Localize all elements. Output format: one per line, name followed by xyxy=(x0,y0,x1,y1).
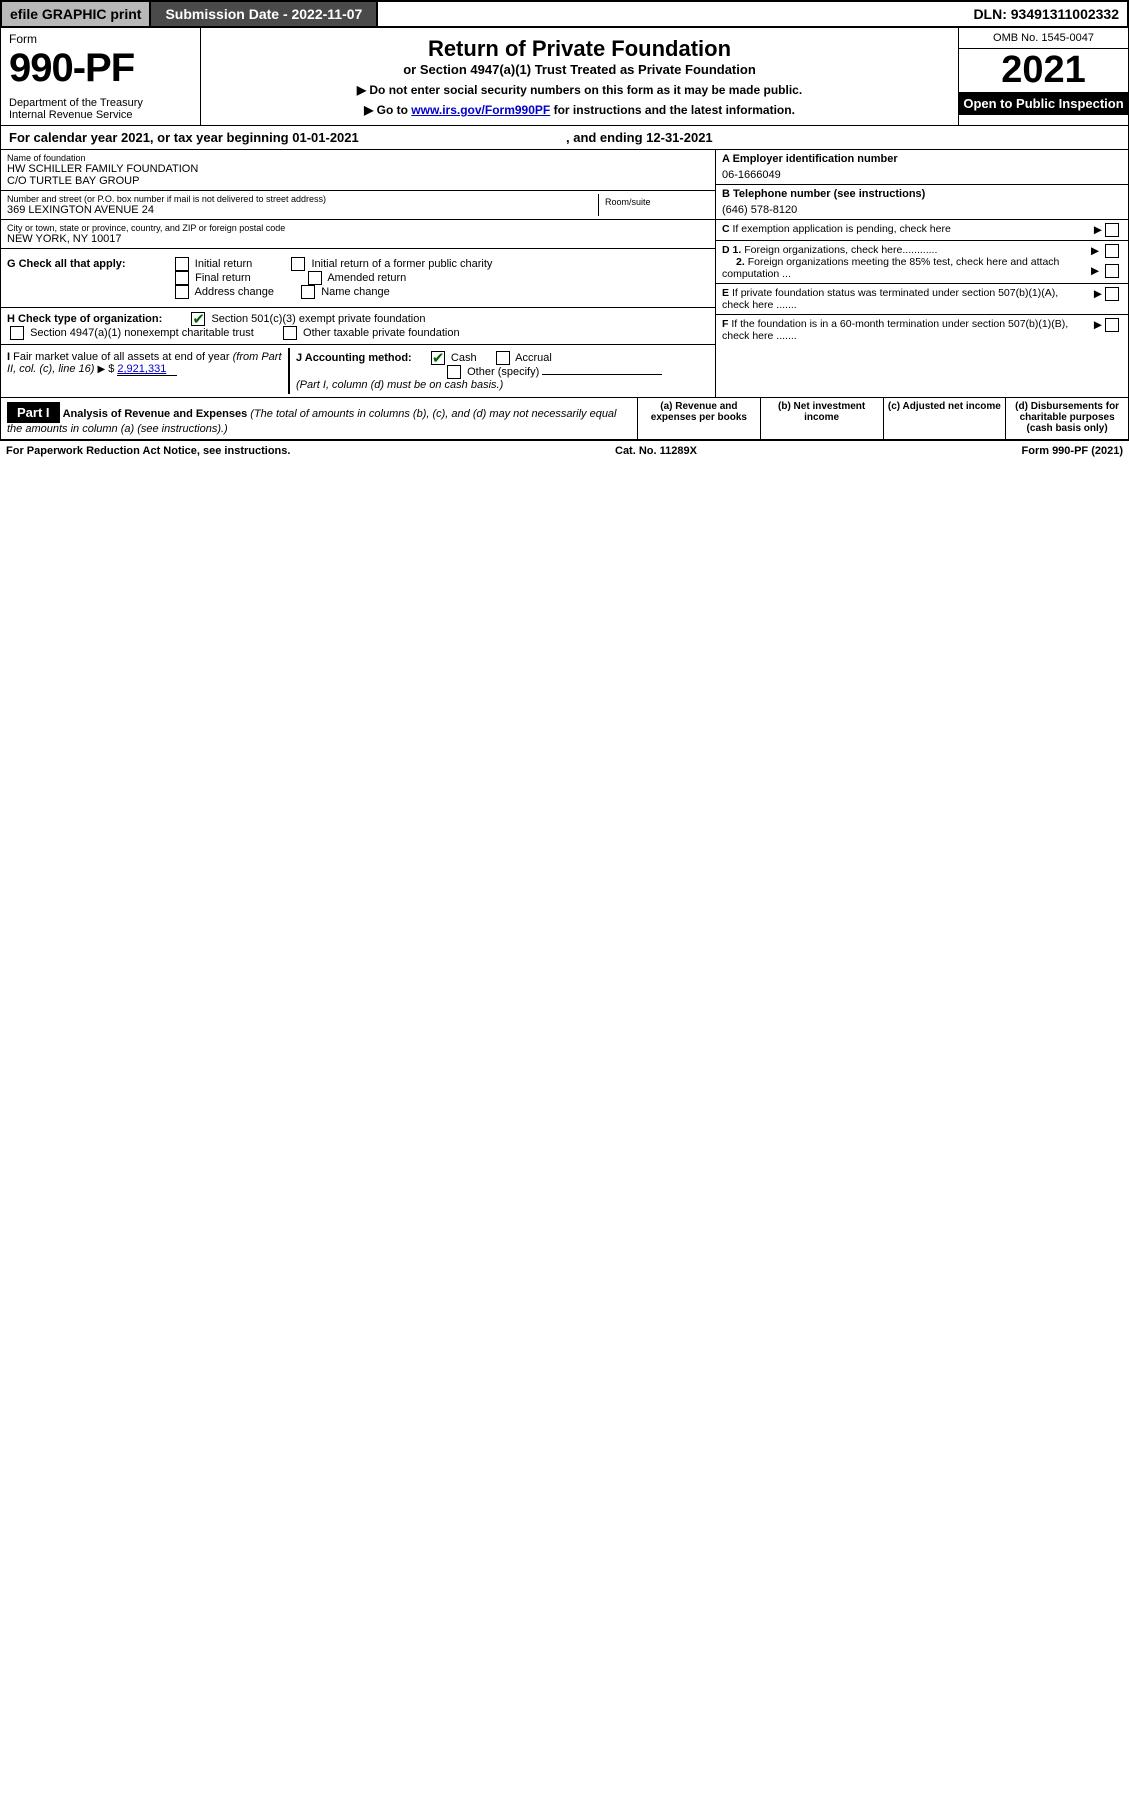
g-opt-5: Name change xyxy=(321,286,390,298)
efile-print-button[interactable]: efile GRAPHIC print xyxy=(2,2,151,26)
initial-return-checkbox[interactable] xyxy=(175,257,189,271)
j-accrual: Accrual xyxy=(515,352,552,364)
dept-treasury: Department of the Treasury Internal Reve… xyxy=(9,97,192,121)
part1-title: Analysis of Revenue and Expenses xyxy=(63,408,248,420)
f-checkbox[interactable] xyxy=(1105,318,1119,332)
col-c-header: (c) Adjusted net income xyxy=(883,398,1006,439)
name-change-checkbox[interactable] xyxy=(301,285,315,299)
a-label: A Employer identification number xyxy=(722,153,898,165)
cash-checkbox[interactable] xyxy=(431,351,445,365)
cal-end: 12-31-2021 xyxy=(646,130,713,145)
tax-year: 2021 xyxy=(959,49,1128,92)
g-label: G Check all that apply: xyxy=(7,258,126,270)
cal-begin: 01-01-2021 xyxy=(292,130,359,145)
footer-right: Form 990-PF (2021) xyxy=(1022,445,1124,457)
addr-label: Number and street (or P.O. box number if… xyxy=(7,194,598,204)
j-other: Other (specify) xyxy=(467,366,539,378)
page-footer: For Paperwork Reduction Act Notice, see … xyxy=(0,440,1129,461)
form-title-block: Form 990-PF Department of the Treasury I… xyxy=(0,28,1129,126)
col-d-header: (d) Disbursements for charitable purpose… xyxy=(1005,398,1128,439)
accrual-checkbox[interactable] xyxy=(496,351,510,365)
j-label: J Accounting method: xyxy=(296,352,412,364)
other-method-checkbox[interactable] xyxy=(447,365,461,379)
part1-header-row: Part I Analysis of Revenue and Expenses … xyxy=(0,398,1129,440)
ein-value: 06-1666049 xyxy=(722,165,1122,181)
h-opt-1: Section 501(c)(3) exempt private foundat… xyxy=(211,313,425,325)
j-cash: Cash xyxy=(451,352,477,364)
f-label: If the foundation is in a 60-month termi… xyxy=(722,318,1068,342)
header-bar: efile GRAPHIC print Submission Date - 20… xyxy=(0,0,1129,28)
g-opt-1: Initial return of a former public charit… xyxy=(311,258,492,270)
form-title: Return of Private Foundation xyxy=(209,36,950,62)
h-opt-2: Section 4947(a)(1) nonexempt charitable … xyxy=(30,327,254,339)
amended-return-checkbox[interactable] xyxy=(308,271,322,285)
calendar-year-line: For calendar year 2021, or tax year begi… xyxy=(0,126,1129,150)
footer-center: Cat. No. 11289X xyxy=(615,445,697,457)
form-number: 990-PF xyxy=(9,46,192,91)
g-opt-4: Address change xyxy=(195,286,275,298)
part1-label: Part I xyxy=(7,402,60,423)
c-label: If exemption application is pending, che… xyxy=(733,223,951,235)
open-to-public: Open to Public Inspection xyxy=(959,92,1128,115)
info-grid: Name of foundation HW SCHILLER FAMILY FO… xyxy=(0,150,1129,398)
footer-left: For Paperwork Reduction Act Notice, see … xyxy=(6,445,290,457)
form-word: Form xyxy=(9,32,192,46)
city-state-zip: NEW YORK, NY 10017 xyxy=(7,233,709,245)
form990pf-link[interactable]: www.irs.gov/Form990PF xyxy=(411,103,550,117)
submission-date: Submission Date - 2022-11-07 xyxy=(151,2,378,26)
name-label: Name of foundation xyxy=(7,153,709,163)
col-b-header: (b) Net investment income xyxy=(760,398,883,439)
form-note-1: ▶ Do not enter social security numbers o… xyxy=(209,83,950,97)
street-address: 369 LEXINGTON AVENUE 24 xyxy=(7,204,598,216)
d2-label: Foreign organizations meeting the 85% te… xyxy=(722,256,1059,280)
d2-checkbox[interactable] xyxy=(1105,264,1119,278)
initial-former-checkbox[interactable] xyxy=(291,257,305,271)
form-note-2: ▶ Go to www.irs.gov/Form990PF for instru… xyxy=(209,103,950,117)
4947a1-checkbox[interactable] xyxy=(10,326,24,340)
c-checkbox[interactable] xyxy=(1105,223,1119,237)
g-opt-2: Final return xyxy=(195,272,251,284)
other-taxable-checkbox[interactable] xyxy=(283,326,297,340)
note2-post: for instructions and the latest informat… xyxy=(554,103,795,117)
g-opt-0: Initial return xyxy=(195,258,252,270)
h-opt-3: Other taxable private foundation xyxy=(303,327,460,339)
phone-value: (646) 578-8120 xyxy=(722,200,1122,216)
j-note: (Part I, column (d) must be on cash basi… xyxy=(296,379,503,391)
omb-number: OMB No. 1545-0047 xyxy=(959,28,1128,49)
foundation-name: HW SCHILLER FAMILY FOUNDATION C/O TURTLE… xyxy=(7,163,709,187)
h-label: H Check type of organization: xyxy=(7,313,162,325)
d1-checkbox[interactable] xyxy=(1105,244,1119,258)
g-opt-3: Amended return xyxy=(327,272,406,284)
col-a-header: (a) Revenue and expenses per books xyxy=(637,398,760,439)
room-label: Room/suite xyxy=(605,197,703,207)
note2-pre: ▶ Go to xyxy=(364,103,411,117)
dln-label: DLN: 93491311002332 xyxy=(965,2,1127,26)
city-label: City or town, state or province, country… xyxy=(7,223,709,233)
501c3-checkbox[interactable] xyxy=(191,312,205,326)
e-label: If private foundation status was termina… xyxy=(722,287,1058,311)
address-change-checkbox[interactable] xyxy=(175,285,189,299)
final-return-checkbox[interactable] xyxy=(175,271,189,285)
form-subtitle: or Section 4947(a)(1) Trust Treated as P… xyxy=(209,62,950,77)
b-label: B Telephone number (see instructions) xyxy=(722,188,925,200)
cal-mid: , and ending xyxy=(566,130,646,145)
cal-pre: For calendar year 2021, or tax year begi… xyxy=(9,130,292,145)
d1-label: Foreign organizations, check here.......… xyxy=(744,244,937,256)
fmv-value[interactable]: 2,921,331 xyxy=(117,363,177,376)
e-checkbox[interactable] xyxy=(1105,287,1119,301)
